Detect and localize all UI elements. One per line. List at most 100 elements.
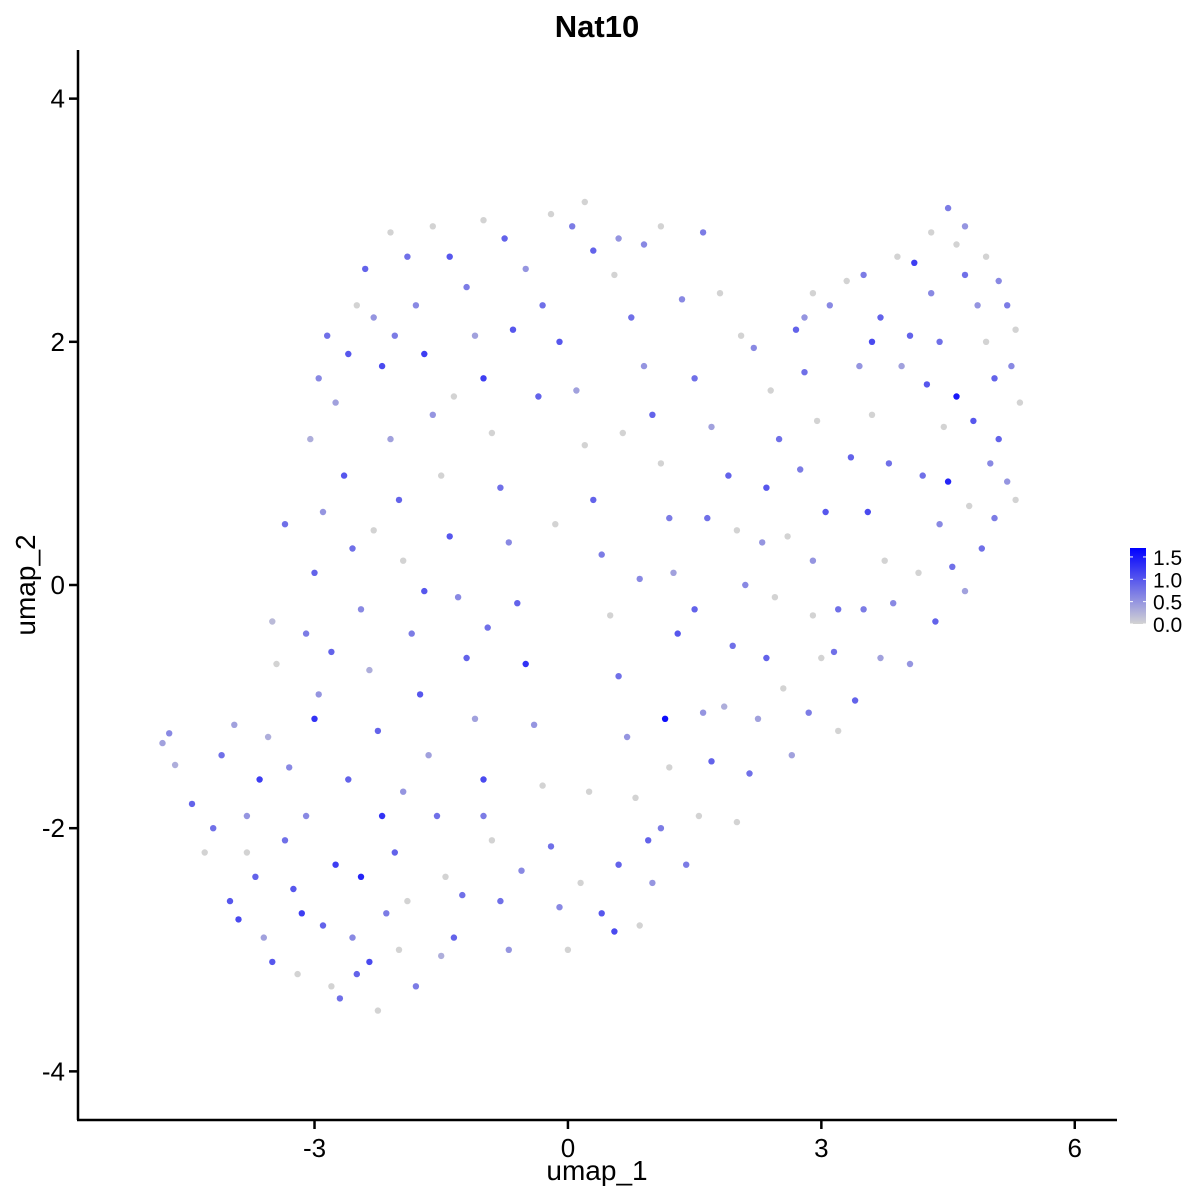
data-point: [784, 533, 791, 540]
data-point: [235, 916, 242, 923]
data-point: [522, 265, 529, 273]
data-point: [552, 521, 559, 528]
data-point: [357, 606, 365, 613]
data-point: [636, 922, 643, 929]
data-point: [556, 904, 563, 911]
data-point: [843, 277, 850, 285]
x-axis-title: umap_1: [546, 1155, 647, 1186]
data-point: [640, 241, 648, 248]
data-point: [611, 928, 618, 935]
data-point: [877, 314, 884, 321]
data-point: [340, 472, 348, 479]
data-point: [404, 897, 411, 905]
data-point: [699, 229, 707, 236]
data-point: [615, 235, 622, 242]
data-point: [767, 387, 774, 394]
data-point: [763, 654, 770, 662]
data-point: [450, 393, 458, 400]
data-point: [708, 423, 715, 431]
data-point: [307, 435, 314, 443]
data-point: [362, 265, 369, 273]
data-point: [640, 362, 648, 370]
data-point: [788, 752, 795, 759]
data-point: [961, 223, 969, 230]
data-point: [269, 618, 276, 625]
data-point: [349, 545, 356, 552]
data-point: [649, 879, 656, 887]
data-point: [328, 648, 335, 656]
data-point: [535, 393, 542, 400]
data-point: [657, 460, 665, 467]
data-point: [729, 642, 736, 649]
data-point: [733, 527, 741, 534]
colorbar: 0.00.51.01.5: [1130, 547, 1182, 637]
data-point: [750, 344, 757, 352]
x-ticks: -3 0 3 6: [303, 1120, 1082, 1163]
data-point: [860, 606, 867, 613]
chart-title: Nat10: [555, 9, 639, 44]
data-point: [661, 715, 669, 722]
data-point: [315, 691, 322, 698]
data-point: [995, 277, 1002, 285]
data-point: [868, 338, 876, 345]
data-point: [509, 326, 517, 333]
data-point: [666, 514, 673, 522]
data-point: [809, 557, 817, 564]
data-point: [835, 606, 842, 613]
y-axis-title: umap_2: [10, 534, 41, 635]
colorbar-tick-label: 0.5: [1153, 592, 1182, 615]
data-point: [670, 569, 677, 576]
y-tick-label: -4: [42, 1056, 65, 1086]
data-point: [775, 435, 783, 443]
data-point: [585, 788, 593, 795]
data-point: [315, 375, 322, 382]
data-point: [860, 271, 867, 279]
data-point: [974, 302, 981, 309]
data-point: [966, 502, 973, 510]
data-point: [281, 837, 289, 844]
data-point: [1012, 326, 1019, 333]
data-point: [944, 204, 952, 212]
data-point: [353, 970, 360, 978]
data-point: [801, 369, 808, 376]
data-point: [826, 302, 833, 309]
data-point: [269, 958, 276, 966]
x-tick-label: 6: [1068, 1133, 1082, 1163]
data-point: [480, 776, 487, 783]
data-point: [281, 521, 289, 528]
data-point: [505, 539, 512, 546]
data-point: [454, 594, 462, 601]
data-point: [484, 624, 491, 631]
data-point: [982, 253, 990, 260]
data-point: [488, 837, 496, 844]
data-point: [345, 776, 352, 783]
data-point: [391, 849, 398, 856]
data-point: [374, 1007, 382, 1014]
data-point: [471, 715, 479, 722]
data-point: [628, 314, 635, 321]
data-point: [898, 362, 905, 370]
data-point: [497, 897, 504, 905]
data-point: [645, 837, 652, 844]
data-point: [695, 812, 703, 820]
colorbar-gradient: [1130, 548, 1146, 624]
data-point: [404, 253, 411, 260]
data-point: [982, 338, 990, 345]
data-point: [961, 587, 969, 595]
data-point: [243, 849, 251, 856]
data-point: [425, 752, 432, 759]
data-point: [539, 302, 546, 309]
data-point: [349, 934, 356, 941]
data-point: [264, 733, 272, 741]
data-point: [607, 612, 614, 619]
data-point: [742, 581, 749, 589]
data-point: [391, 332, 398, 339]
data-point: [387, 435, 394, 443]
data-point: [683, 861, 690, 868]
data-point: [302, 630, 310, 637]
data-point: [332, 399, 339, 406]
colorbar-tick-label: 1.5: [1153, 547, 1182, 570]
data-point: [370, 314, 377, 321]
data-point: [518, 867, 525, 874]
data-point: [556, 338, 563, 345]
